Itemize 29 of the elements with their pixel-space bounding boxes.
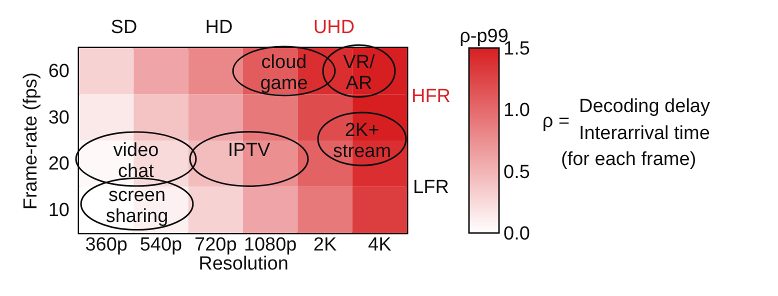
text: SD: [110, 17, 138, 38]
x-tick-label: 720p: [194, 234, 237, 256]
x-tick-label: 4K: [368, 234, 392, 256]
text: ρ =: [542, 111, 570, 132]
annotation: screen sharing: [106, 185, 168, 227]
text: UHD: [313, 17, 355, 38]
x-tick-label: 2K: [313, 234, 337, 256]
y-tick-label: 60: [48, 61, 70, 82]
color-bar-label: 1.0: [504, 100, 530, 122]
x-axis-title: Resolution: [198, 254, 288, 274]
x-tick-label: 540p: [140, 234, 182, 256]
color-bar-label: 0.5: [504, 162, 530, 183]
y-tick-label: 20: [48, 154, 70, 175]
text: Decoding delay: [579, 96, 710, 117]
text: HD: [205, 17, 233, 38]
annotation: IPTV: [228, 140, 270, 161]
text: HFR: [411, 86, 451, 107]
text: (for each frame): [561, 149, 696, 170]
x-tick-label: 360p: [85, 234, 128, 256]
annotation: 2K+ stream: [332, 120, 392, 162]
x-tick-label: 1080p: [244, 234, 297, 256]
text: LFR: [413, 177, 449, 198]
y-tick-label: 10: [48, 200, 70, 221]
annotation: VR/AR: [343, 52, 376, 94]
y-axis-title: Frame-rate (fps): [20, 72, 42, 210]
y-tick-label: 30: [48, 107, 70, 128]
text: Interarrival time: [579, 123, 710, 144]
annotation: cloud game: [260, 52, 308, 94]
color-bar-label: 0.0: [504, 224, 530, 244]
